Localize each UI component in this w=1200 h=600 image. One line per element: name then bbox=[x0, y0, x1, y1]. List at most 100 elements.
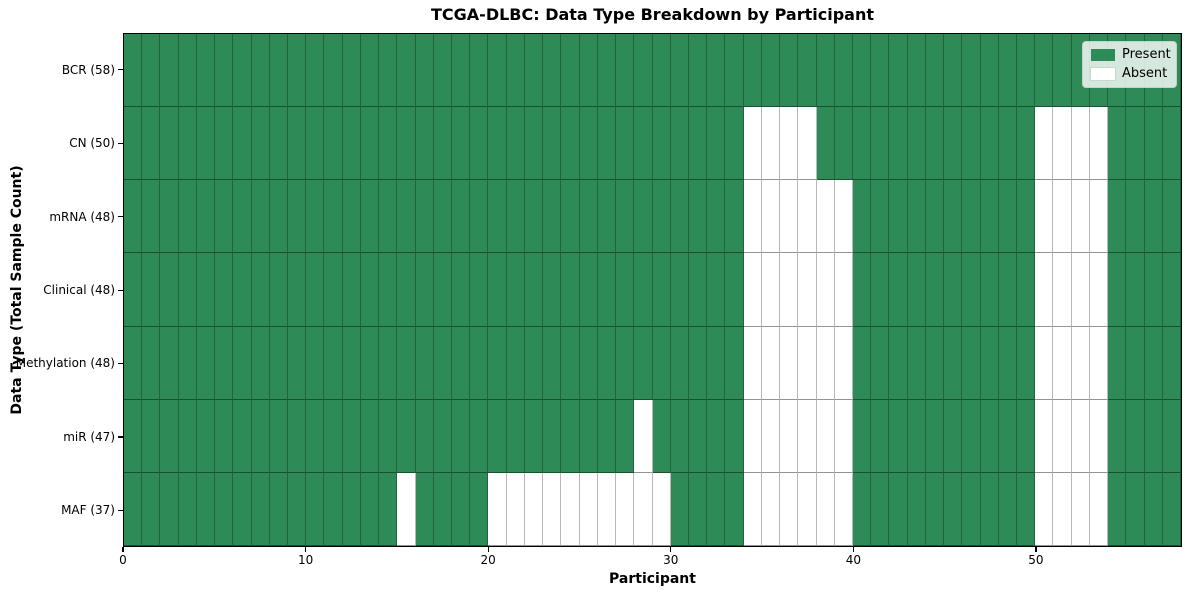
heatmap-cell bbox=[780, 180, 799, 254]
heatmap-cell bbox=[543, 107, 562, 181]
heatmap-cell bbox=[579, 472, 598, 546]
heatmap-cell bbox=[178, 326, 197, 400]
heatmap-cell bbox=[652, 472, 671, 546]
heatmap-cell bbox=[215, 34, 234, 108]
heatmap-cell bbox=[251, 326, 270, 400]
heatmap-cell bbox=[616, 180, 635, 254]
heatmap-cell bbox=[925, 253, 945, 327]
heatmap-cell bbox=[634, 180, 653, 254]
heatmap-cell bbox=[634, 399, 653, 473]
heatmap-cell bbox=[397, 34, 416, 108]
heatmap-cell bbox=[160, 326, 179, 400]
y-tick-label: BCR (58) bbox=[61, 62, 115, 77]
heatmap-cell bbox=[415, 253, 434, 327]
heatmap-grid bbox=[124, 34, 1181, 546]
heatmap-cell bbox=[178, 472, 197, 546]
heatmap-cell bbox=[142, 34, 161, 108]
heatmap-cell bbox=[397, 472, 416, 546]
heatmap-cell bbox=[452, 472, 471, 546]
heatmap-cell bbox=[342, 107, 361, 181]
heatmap-cell bbox=[415, 180, 434, 254]
heatmap-cell bbox=[780, 253, 799, 327]
heatmap-cell bbox=[251, 34, 270, 108]
heatmap-cell bbox=[543, 34, 562, 108]
heatmap-cell bbox=[433, 472, 453, 546]
heatmap-cell bbox=[1108, 107, 1127, 181]
heatmap-cell bbox=[1053, 253, 1072, 327]
heatmap-cell bbox=[780, 399, 799, 473]
heatmap-cell bbox=[944, 34, 963, 108]
heatmap-cell bbox=[1035, 34, 1054, 108]
heatmap-cell bbox=[233, 326, 252, 400]
heatmap-cell bbox=[1053, 180, 1072, 254]
heatmap-cell bbox=[980, 399, 999, 473]
heatmap-cell bbox=[342, 34, 361, 108]
heatmap-cell bbox=[816, 180, 835, 254]
heatmap-cell bbox=[470, 399, 489, 473]
heatmap-cell bbox=[616, 34, 635, 108]
legend-label-absent: Absent bbox=[1122, 66, 1168, 81]
heatmap-cell bbox=[506, 472, 525, 546]
heatmap-cell bbox=[798, 180, 817, 254]
heatmap-cell bbox=[324, 399, 343, 473]
heatmap-cell bbox=[652, 34, 671, 108]
heatmap-cell bbox=[196, 180, 216, 254]
heatmap-cell bbox=[433, 399, 453, 473]
heatmap-cell bbox=[1144, 399, 1163, 473]
heatmap-cell bbox=[743, 253, 762, 327]
heatmap-cell bbox=[178, 34, 197, 108]
heatmap-cell bbox=[998, 399, 1017, 473]
heatmap-cell bbox=[306, 107, 325, 181]
heatmap-cell bbox=[360, 472, 380, 546]
heatmap-cell bbox=[215, 399, 234, 473]
heatmap-cell bbox=[561, 472, 580, 546]
heatmap-cell bbox=[342, 253, 361, 327]
x-tick-mark bbox=[670, 547, 672, 552]
heatmap-cell bbox=[670, 180, 689, 254]
x-axis-title: Participant bbox=[609, 571, 696, 587]
heatmap-cell bbox=[852, 180, 872, 254]
heatmap-cell bbox=[652, 107, 671, 181]
heatmap-cell bbox=[725, 399, 744, 473]
heatmap-cell bbox=[816, 326, 835, 400]
heatmap-cell bbox=[288, 472, 307, 546]
heatmap-cell bbox=[269, 253, 289, 327]
heatmap-cell bbox=[798, 472, 817, 546]
heatmap-cell bbox=[980, 180, 999, 254]
heatmap-cell bbox=[470, 107, 489, 181]
heatmap-cell bbox=[597, 107, 617, 181]
heatmap-cell bbox=[834, 326, 853, 400]
heatmap-cell bbox=[634, 253, 653, 327]
heatmap-cell bbox=[269, 472, 289, 546]
heatmap-cell bbox=[1035, 399, 1054, 473]
heatmap-cell bbox=[561, 180, 580, 254]
heatmap-cell bbox=[743, 326, 762, 400]
heatmap-cell bbox=[543, 253, 562, 327]
heatmap-cell bbox=[251, 253, 270, 327]
heatmap-cell bbox=[1016, 107, 1036, 181]
heatmap-cell bbox=[506, 326, 525, 400]
heatmap-cell bbox=[652, 180, 671, 254]
heatmap-cell bbox=[889, 180, 908, 254]
heatmap-cell bbox=[142, 253, 161, 327]
heatmap-cell bbox=[834, 399, 853, 473]
heatmap-cell bbox=[488, 34, 507, 108]
heatmap-cell bbox=[506, 34, 525, 108]
heatmap-cell bbox=[944, 107, 963, 181]
heatmap-cell bbox=[124, 107, 143, 181]
plot-area bbox=[123, 33, 1182, 547]
heatmap-cell bbox=[561, 399, 580, 473]
heatmap-cell bbox=[980, 472, 999, 546]
heatmap-cell bbox=[1035, 253, 1054, 327]
heatmap-cell bbox=[944, 399, 963, 473]
heatmap-cell bbox=[524, 253, 544, 327]
heatmap-cell bbox=[889, 399, 908, 473]
heatmap-cell bbox=[907, 34, 926, 108]
heatmap-cell bbox=[524, 472, 544, 546]
heatmap-cell bbox=[871, 472, 890, 546]
heatmap-cell bbox=[269, 180, 289, 254]
heatmap-cell bbox=[907, 107, 926, 181]
heatmap-cell bbox=[998, 326, 1017, 400]
heatmap-cell bbox=[433, 326, 453, 400]
